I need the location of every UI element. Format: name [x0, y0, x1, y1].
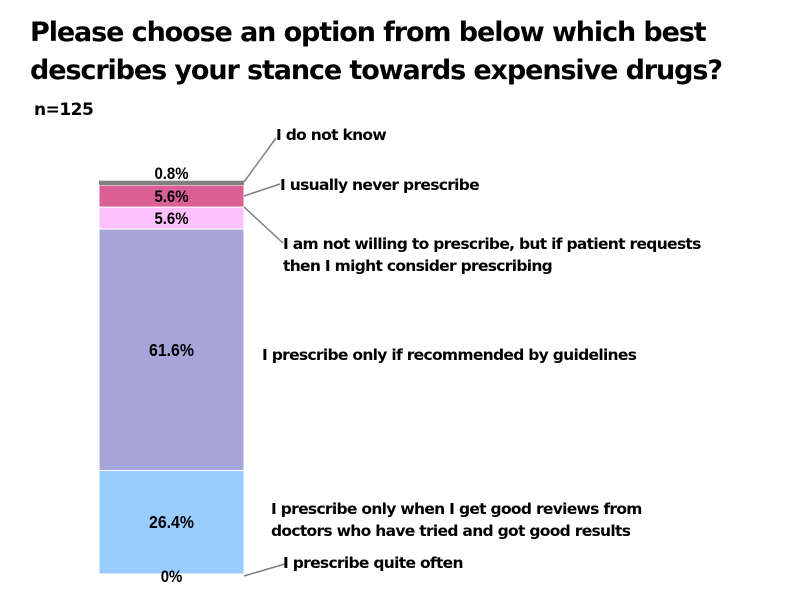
bar-segment-3 — [98, 228, 245, 472]
category-label-2: I prescribe only when I get good reviews… — [271, 498, 642, 542]
leader-line-4 — [243, 206, 284, 244]
category-label-line: I prescribe quite often — [283, 554, 464, 572]
sample-size-label: n=125 — [34, 100, 94, 120]
leader-line-5 — [243, 183, 281, 197]
category-label-line: I am not willing to prescribe, but if pa… — [283, 235, 701, 253]
value-label-6: 0.8% — [154, 165, 188, 183]
category-label-line: I do not know — [276, 126, 387, 144]
value-label-1: 0% — [161, 568, 183, 586]
value-labels: 0% 26.4% 61.6% 5.6% 5.6% 0.8% — [149, 165, 194, 586]
leader-line-1 — [243, 563, 286, 577]
value-label-2: 26.4% — [149, 512, 194, 532]
chart-title-line-2: describes your stance towards expensive … — [30, 55, 723, 86]
bar-segment-2 — [98, 470, 245, 575]
value-label-5: 5.6% — [154, 188, 188, 206]
category-label-6: I do not know — [276, 124, 387, 146]
category-label-line: I usually never prescribe — [280, 176, 480, 194]
value-label-4: 5.6% — [154, 210, 188, 228]
value-label-3: 61.6% — [149, 340, 194, 360]
category-label-line: then I might consider prescribing — [283, 257, 553, 275]
bar-segment-6 — [99, 182, 244, 186]
leader-lines — [243, 137, 286, 577]
bar-segments — [98, 180, 245, 575]
category-label-line: I prescribe only if recommended by guide… — [262, 346, 637, 364]
category-label-3: I prescribe only if recommended by guide… — [262, 344, 637, 366]
category-label-5: I usually never prescribe — [280, 174, 480, 196]
category-label-line: doctors who have tried and got good resu… — [271, 522, 631, 540]
category-label-1: I prescribe quite often — [283, 552, 464, 574]
leader-line-6 — [243, 137, 277, 183]
category-label-4: I am not willing to prescribe, but if pa… — [283, 233, 701, 277]
chart-title-line-1: Please choose an option from below which… — [30, 17, 707, 48]
category-label-line: I prescribe only when I get good reviews… — [271, 500, 642, 518]
chart-title: Please choose an option from below which… — [30, 14, 790, 90]
